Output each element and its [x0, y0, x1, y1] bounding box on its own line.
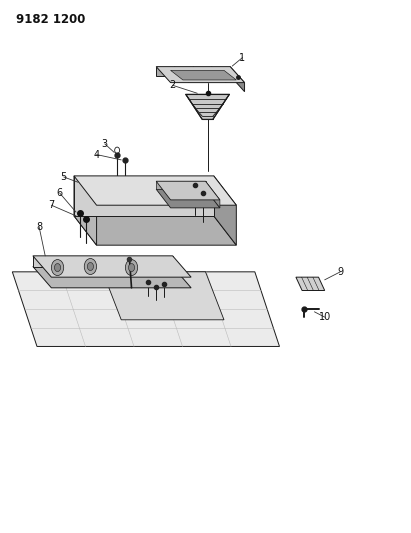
Circle shape	[54, 263, 61, 271]
Text: 5: 5	[60, 172, 67, 182]
Text: 8: 8	[36, 222, 42, 231]
Text: 7: 7	[48, 200, 55, 210]
Polygon shape	[74, 176, 97, 245]
Polygon shape	[156, 181, 206, 189]
Text: 1: 1	[240, 53, 245, 62]
Polygon shape	[156, 189, 220, 208]
Text: 3: 3	[102, 139, 108, 149]
Circle shape	[88, 263, 94, 271]
Polygon shape	[230, 67, 245, 92]
Polygon shape	[206, 181, 220, 208]
Polygon shape	[186, 94, 229, 119]
Polygon shape	[156, 181, 220, 200]
Polygon shape	[33, 266, 191, 288]
Polygon shape	[74, 216, 236, 245]
Circle shape	[125, 260, 138, 276]
Polygon shape	[296, 277, 325, 290]
Circle shape	[84, 259, 97, 274]
Polygon shape	[156, 67, 230, 76]
Polygon shape	[214, 176, 236, 245]
Polygon shape	[74, 176, 214, 216]
Text: 4: 4	[94, 150, 99, 159]
Text: 2: 2	[169, 80, 176, 90]
Polygon shape	[12, 272, 279, 346]
Polygon shape	[74, 176, 236, 205]
Polygon shape	[33, 256, 191, 277]
Polygon shape	[33, 256, 173, 266]
Text: 9182 1200: 9182 1200	[16, 13, 86, 26]
Circle shape	[51, 260, 64, 276]
Text: 9: 9	[337, 267, 343, 277]
Polygon shape	[156, 67, 245, 83]
Circle shape	[128, 263, 135, 271]
Text: 6: 6	[57, 188, 62, 198]
Polygon shape	[171, 70, 236, 80]
Polygon shape	[103, 272, 224, 320]
Text: 10: 10	[319, 312, 331, 322]
